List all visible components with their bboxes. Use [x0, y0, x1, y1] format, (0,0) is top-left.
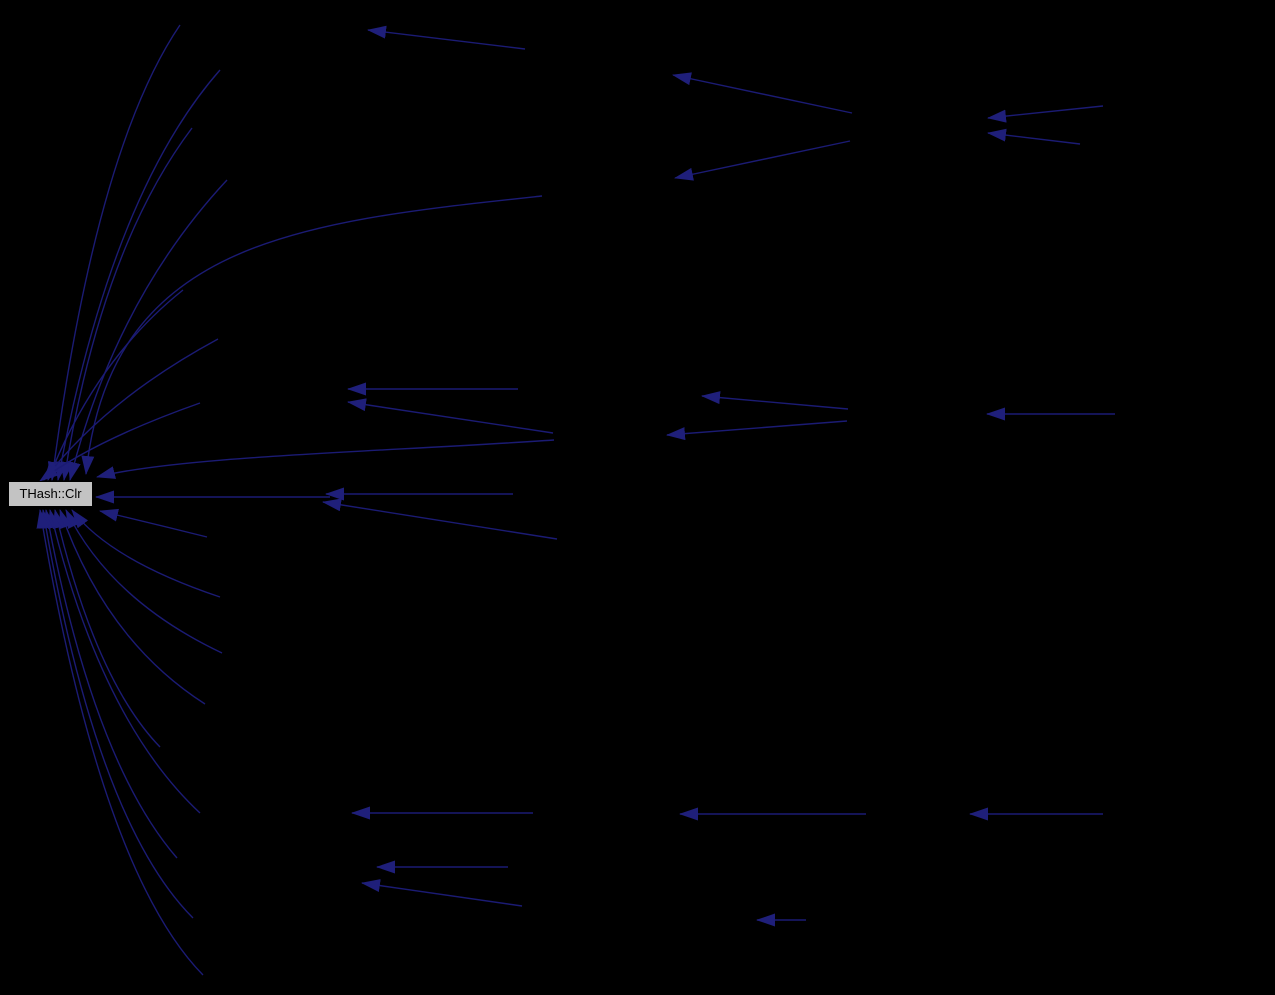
edges-layer	[36, 24, 1115, 976]
focus-node-thash-clr[interactable]: THash::Clr	[8, 481, 93, 507]
